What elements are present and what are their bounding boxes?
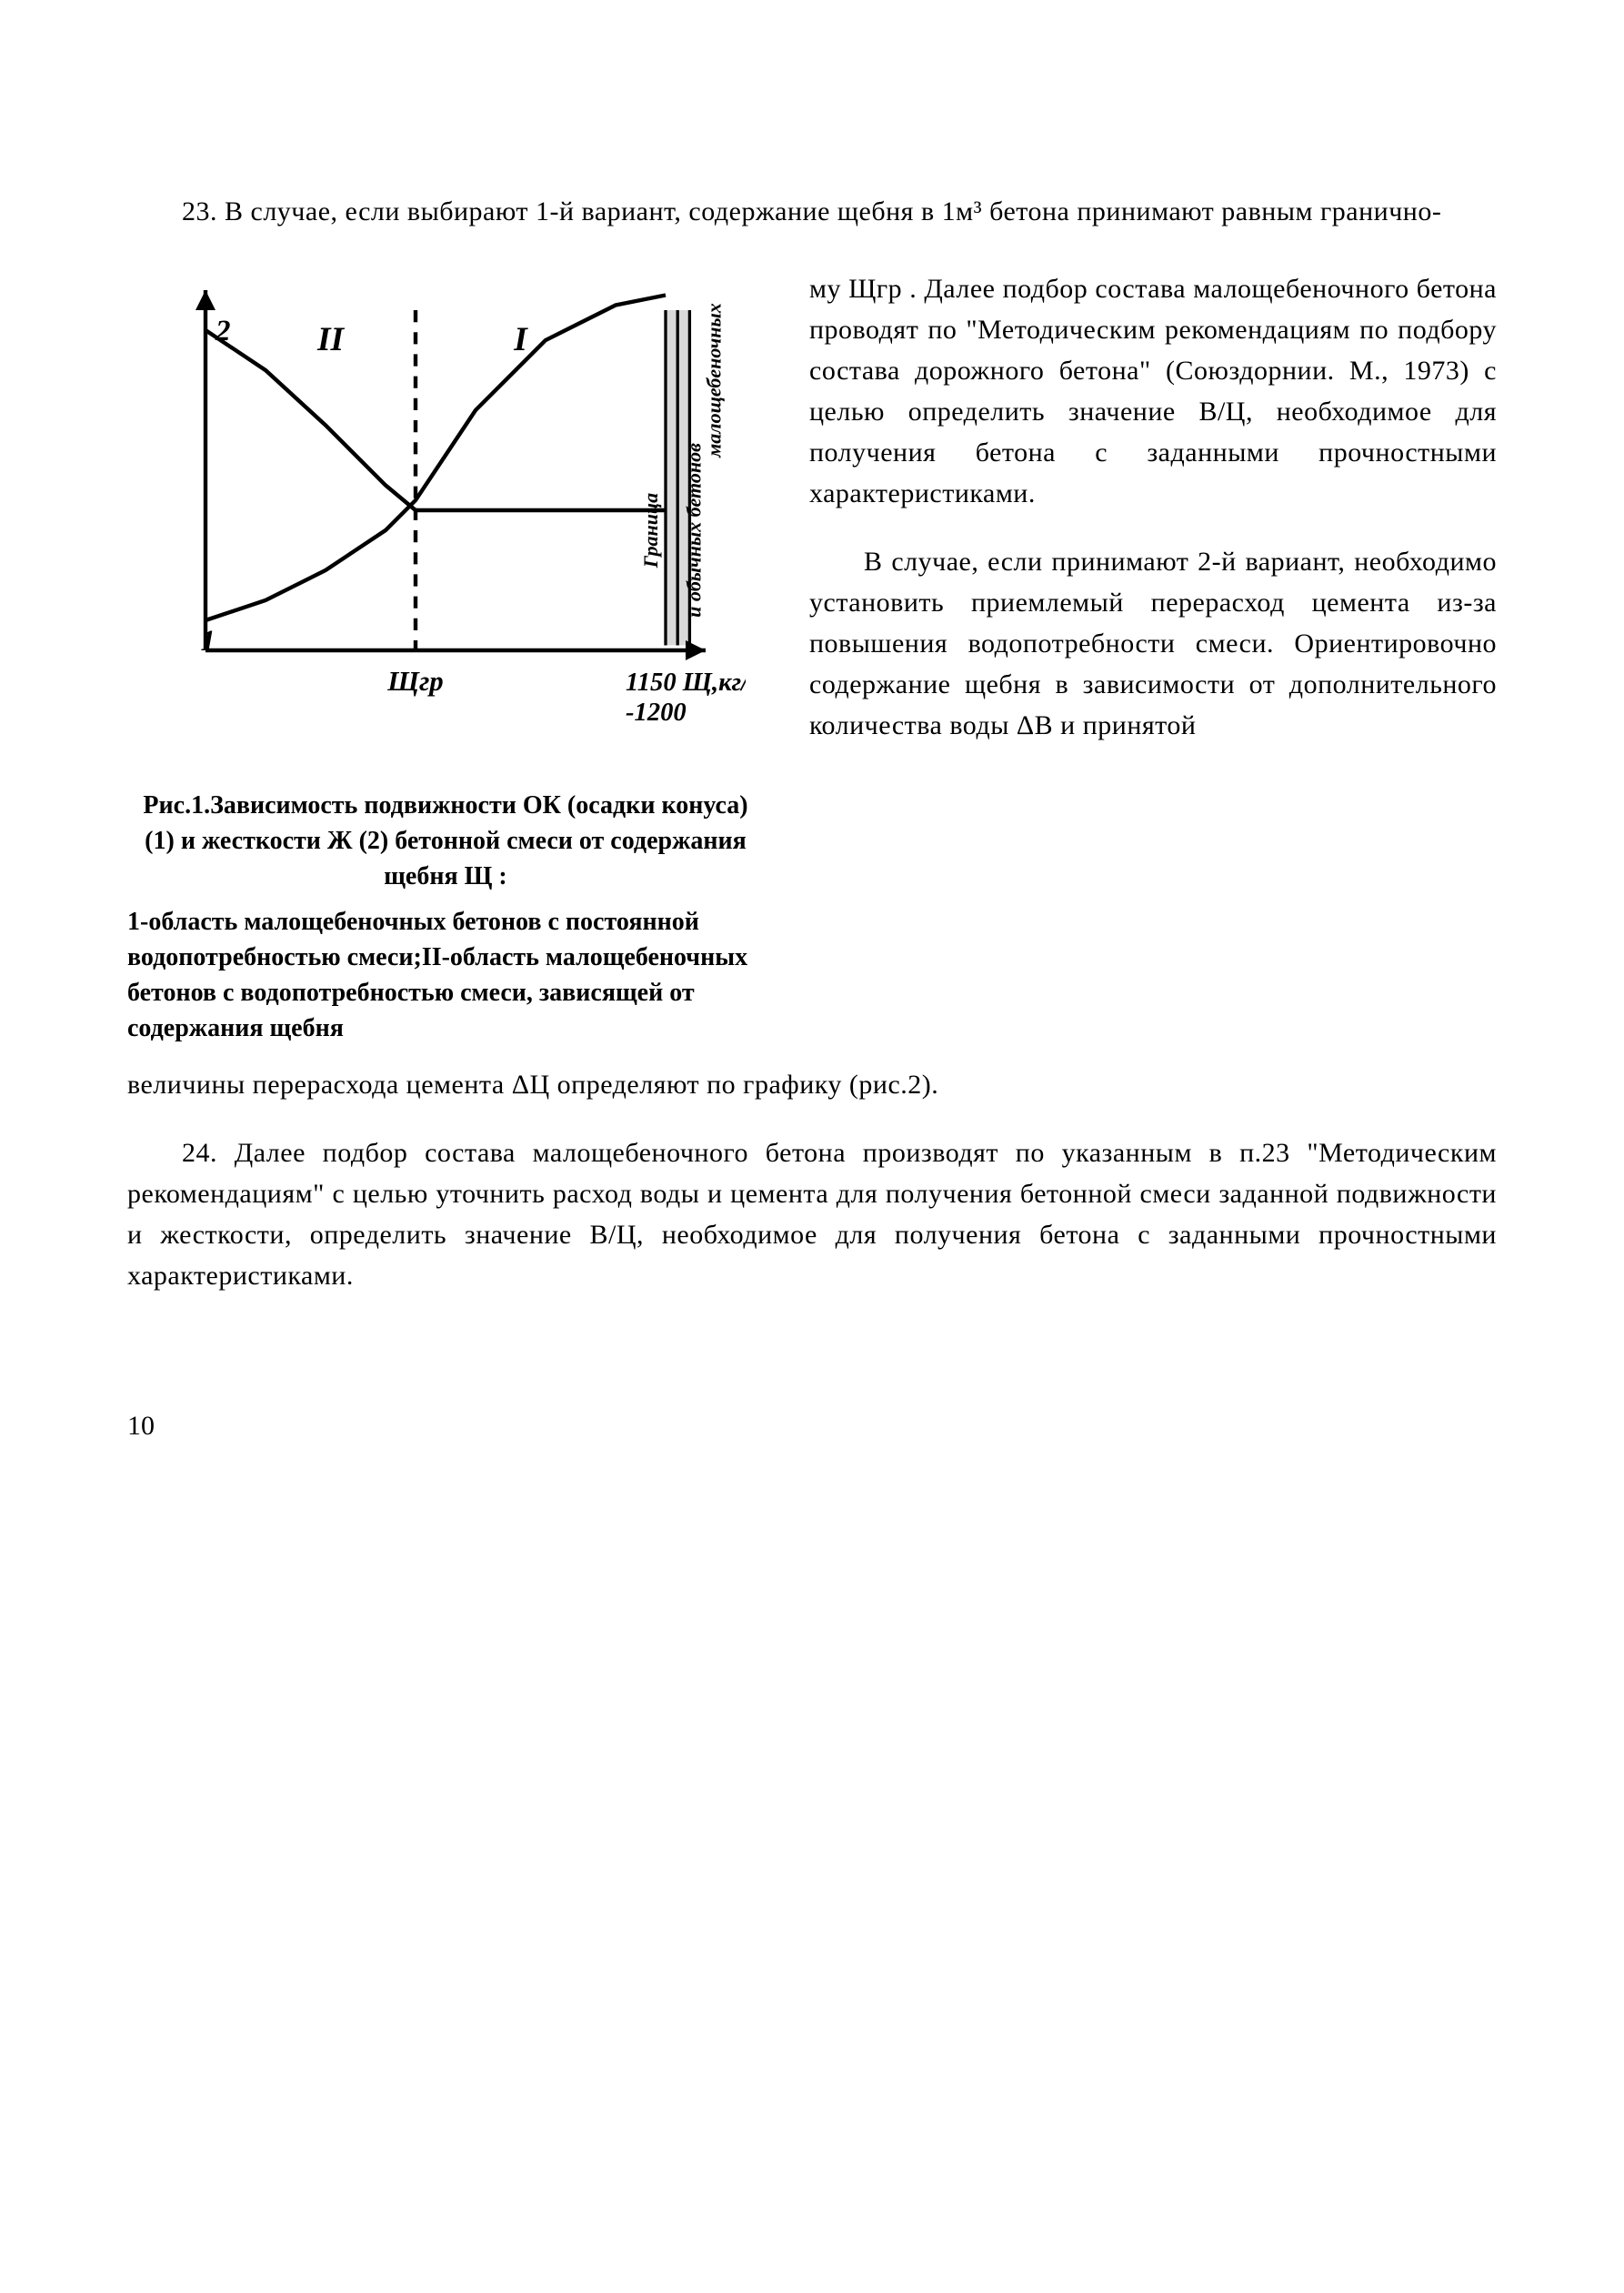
two-column-layout: малощебеночныхи обычных бетонов Граница 1 2… <box>127 241 1497 1046</box>
paragraph-23-continuation: величины перерасхода цемента ΔЦ определя… <box>127 1064 1497 1105</box>
figure-column: малощебеночныхи обычных бетонов Граница 1 2… <box>127 241 764 1046</box>
figure-1-chart: малощебеночныхи обычных бетонов Граница 1 2… <box>145 250 746 730</box>
figure-1-caption: Рис.1.Зависимость подвижности ОК (осадки… <box>127 788 764 1046</box>
paragraph-23-intro: 23. В случае, если выбирают 1-й вариант,… <box>127 191 1497 232</box>
svg-text:Щгр: Щгр <box>386 666 443 697</box>
paragraph-23-body-2: В случае, если принимают 2-й вариант, не… <box>809 541 1497 746</box>
svg-text:малощебеночных: малощебеночных <box>703 303 726 458</box>
svg-text:1150 Щ,кг/м³: 1150 Щ,кг/м³ <box>626 669 746 697</box>
svg-text:и обычных бетонов: и обычных бетонов <box>683 443 706 618</box>
caption-title: Рис.1.Зависимость подвижности ОК (осадки… <box>127 788 764 895</box>
page-number: 10 <box>127 1405 1497 1446</box>
svg-text:1: 1 <box>201 625 216 658</box>
svg-text:I: I <box>513 321 528 358</box>
paragraph-23-body-1: му Щгр . Далее подбор состава малощебено… <box>809 268 1497 514</box>
svg-text:Граница: Граница <box>639 493 662 568</box>
caption-legend: 1-область малощебеночных бетонов с посто… <box>127 904 764 1047</box>
document-page: 23. В случае, если выбирают 1-й вариант,… <box>0 0 1624 1537</box>
svg-text:II: II <box>316 321 346 358</box>
text-column: му Щгр . Далее подбор состава малощебено… <box>809 241 1497 1046</box>
svg-text:-1200: -1200 <box>626 699 687 727</box>
paragraph-24: 24. Далее подбор состава малощебеночного… <box>127 1132 1497 1296</box>
svg-text:2: 2 <box>215 315 231 347</box>
figure-1: малощебеночныхи обычных бетонов Граница 1 2… <box>145 250 746 742</box>
